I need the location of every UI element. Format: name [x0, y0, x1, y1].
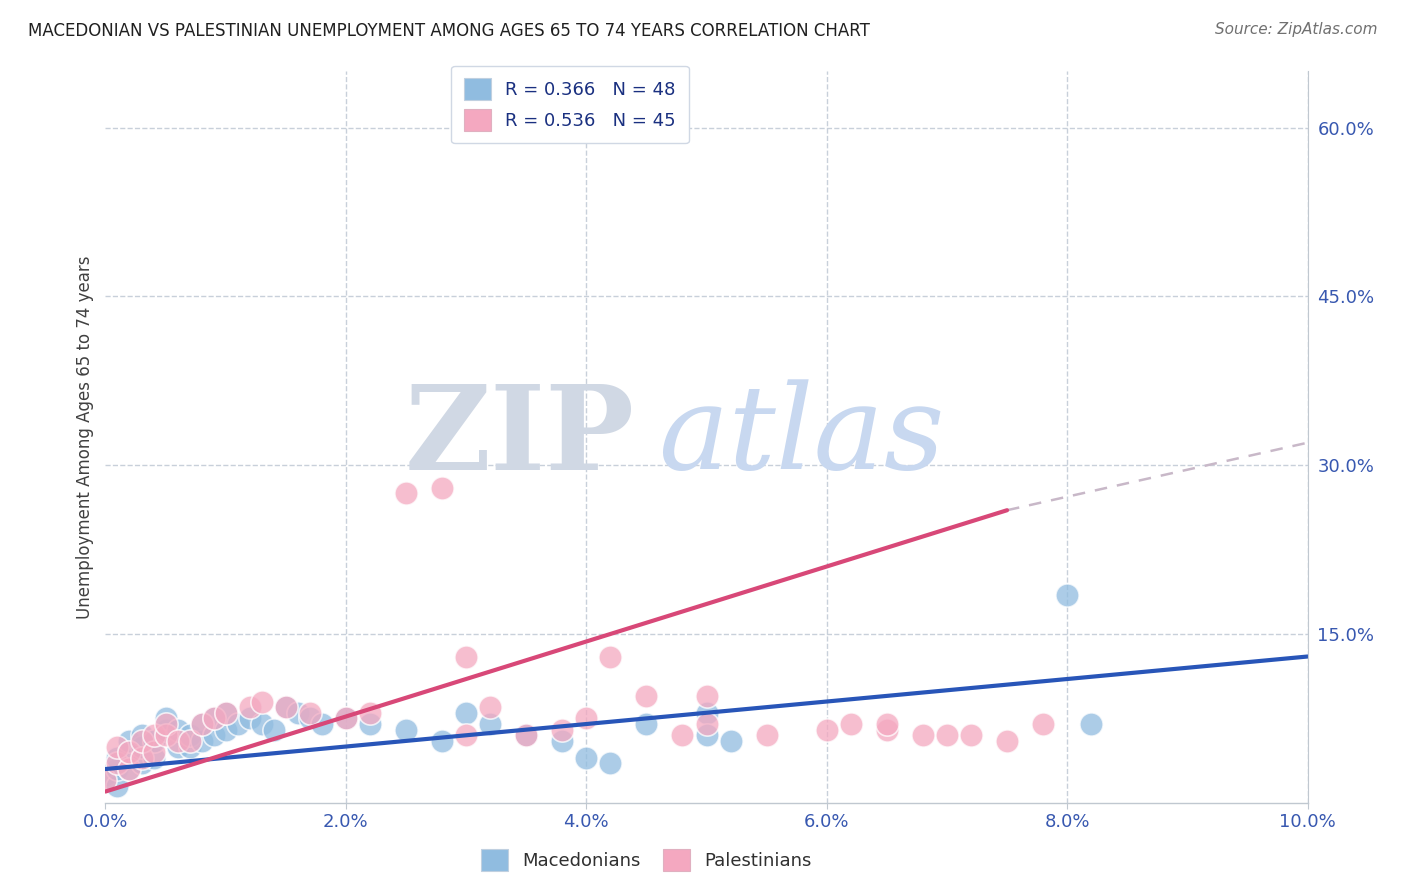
Point: [636, 717, 658, 731]
Point: [155, 717, 177, 731]
Point: [166, 723, 188, 737]
Point: [1056, 588, 1078, 602]
Point: [142, 745, 165, 759]
Point: [960, 728, 983, 742]
Text: Source: ZipAtlas.com: Source: ZipAtlas.com: [1215, 22, 1378, 37]
Point: [250, 694, 273, 708]
Point: [155, 711, 177, 725]
Point: [239, 711, 262, 725]
Point: [287, 706, 309, 720]
Point: [118, 734, 141, 748]
Point: [359, 706, 381, 720]
Point: [815, 723, 838, 737]
Point: [936, 728, 959, 742]
Point: [190, 717, 212, 731]
Point: [395, 486, 418, 500]
Point: [395, 723, 418, 737]
Point: [250, 717, 273, 731]
Point: [166, 739, 188, 754]
Point: [430, 734, 453, 748]
Point: [515, 728, 537, 742]
Point: [107, 756, 129, 771]
Point: [118, 745, 141, 759]
Point: [876, 723, 898, 737]
Point: [911, 728, 934, 742]
Point: [118, 762, 141, 776]
Point: [430, 481, 453, 495]
Point: [155, 728, 177, 742]
Point: [131, 756, 153, 771]
Point: [94, 767, 117, 781]
Point: [202, 711, 225, 725]
Point: [131, 739, 153, 754]
Point: [696, 689, 718, 703]
Point: [202, 728, 225, 742]
Point: [551, 723, 574, 737]
Point: [107, 751, 129, 765]
Text: ZIP: ZIP: [405, 380, 634, 494]
Point: [274, 700, 297, 714]
Point: [551, 734, 574, 748]
Point: [636, 689, 658, 703]
Point: [575, 751, 598, 765]
Point: [274, 700, 297, 714]
Point: [696, 728, 718, 742]
Point: [1080, 717, 1102, 731]
Point: [454, 728, 477, 742]
Point: [575, 711, 598, 725]
Point: [142, 728, 165, 742]
Point: [214, 706, 236, 720]
Point: [671, 728, 693, 742]
Point: [179, 734, 201, 748]
Point: [131, 728, 153, 742]
Point: [142, 734, 165, 748]
Point: [298, 706, 321, 720]
Point: [599, 649, 621, 664]
Point: [166, 734, 188, 748]
Point: [118, 762, 141, 776]
Point: [131, 734, 153, 748]
Point: [454, 649, 477, 664]
Legend: Macedonians, Palestinians: Macedonians, Palestinians: [474, 841, 818, 878]
Point: [226, 717, 249, 731]
Point: [599, 756, 621, 771]
Point: [214, 723, 236, 737]
Point: [515, 728, 537, 742]
Text: MACEDONIAN VS PALESTINIAN UNEMPLOYMENT AMONG AGES 65 TO 74 YEARS CORRELATION CHA: MACEDONIAN VS PALESTINIAN UNEMPLOYMENT A…: [28, 22, 870, 40]
Point: [94, 773, 117, 788]
Point: [107, 762, 129, 776]
Point: [696, 717, 718, 731]
Point: [179, 739, 201, 754]
Point: [179, 728, 201, 742]
Point: [335, 711, 357, 725]
Point: [696, 706, 718, 720]
Point: [1032, 717, 1054, 731]
Point: [214, 706, 236, 720]
Point: [142, 751, 165, 765]
Point: [755, 728, 778, 742]
Point: [298, 711, 321, 725]
Point: [454, 706, 477, 720]
Point: [263, 723, 285, 737]
Point: [720, 734, 742, 748]
Point: [107, 739, 129, 754]
Point: [131, 751, 153, 765]
Point: [479, 717, 502, 731]
Point: [335, 711, 357, 725]
Text: atlas: atlas: [658, 380, 945, 494]
Point: [239, 700, 262, 714]
Point: [190, 717, 212, 731]
Point: [995, 734, 1018, 748]
Y-axis label: Unemployment Among Ages 65 to 74 years: Unemployment Among Ages 65 to 74 years: [76, 255, 94, 619]
Point: [359, 717, 381, 731]
Point: [107, 779, 129, 793]
Point: [311, 717, 333, 731]
Point: [190, 734, 212, 748]
Point: [876, 717, 898, 731]
Point: [839, 717, 862, 731]
Point: [155, 723, 177, 737]
Point: [479, 700, 502, 714]
Point: [118, 745, 141, 759]
Point: [202, 711, 225, 725]
